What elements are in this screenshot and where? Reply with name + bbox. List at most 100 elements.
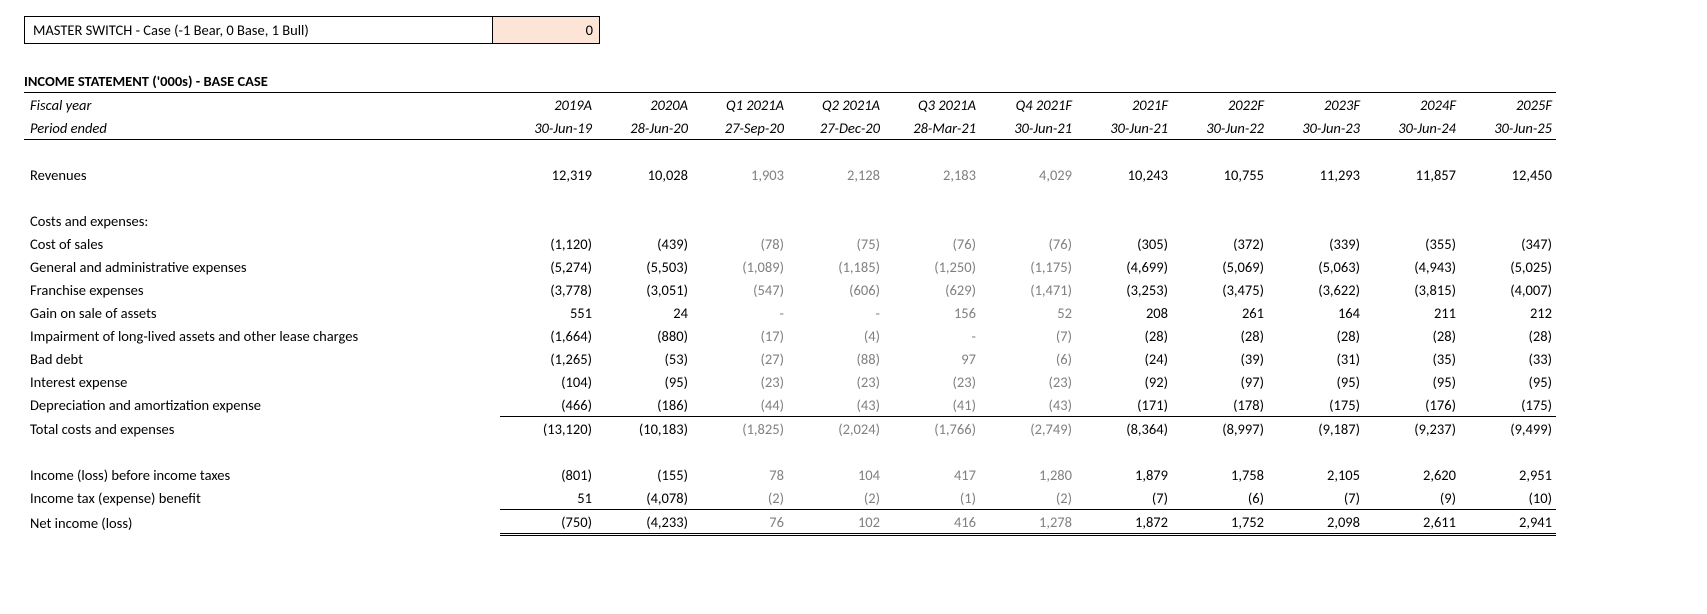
cell: 12,450: [1460, 163, 1556, 186]
cell: [1364, 209, 1460, 232]
cell: (76): [884, 232, 980, 255]
cell: 1,879: [1076, 463, 1172, 486]
cell: (4): [788, 324, 884, 347]
cell: (355): [1364, 232, 1460, 255]
cell: (3,051): [596, 278, 692, 301]
row-label: Bad debt: [24, 347, 500, 370]
cell: (5,025): [1460, 255, 1556, 278]
cell: (3,815): [1364, 278, 1460, 301]
row-label: Franchise expenses: [24, 278, 500, 301]
cell: (95): [1460, 370, 1556, 393]
cell: 551: [500, 301, 596, 324]
cell: (28): [1268, 324, 1364, 347]
cell: 30-Jun-23: [1268, 116, 1364, 140]
cell: 27-Dec-20: [788, 116, 884, 140]
spacer-cell: [1460, 140, 1556, 164]
cell: (2,749): [980, 417, 1076, 441]
cell: (39): [1172, 347, 1268, 370]
spacer-cell: [1268, 186, 1364, 209]
spacer-cell: [788, 440, 884, 463]
cell: 12,319: [500, 163, 596, 186]
cell: (178): [1172, 393, 1268, 417]
cell: 10,243: [1076, 163, 1172, 186]
income-statement-table: Fiscal year2019A2020AQ1 2021AQ2 2021AQ3 …: [24, 92, 1556, 536]
row-label: Period ended: [24, 116, 500, 140]
spacer-cell: [884, 140, 980, 164]
cell: (347): [1460, 232, 1556, 255]
cell: 52: [980, 301, 1076, 324]
spacer-cell: [596, 186, 692, 209]
cell: (801): [500, 463, 596, 486]
cell: [1172, 209, 1268, 232]
cell: (1,471): [980, 278, 1076, 301]
spacer-cell: [24, 440, 500, 463]
cell: (4,233): [596, 510, 692, 535]
cell: (1,250): [884, 255, 980, 278]
cell: (439): [596, 232, 692, 255]
cell: (23): [692, 370, 788, 393]
row-label: Total costs and expenses: [24, 417, 500, 441]
spacer-cell: [884, 186, 980, 209]
cell: 212: [1460, 301, 1556, 324]
cell: (171): [1076, 393, 1172, 417]
cell: (8,997): [1172, 417, 1268, 441]
cell: (4,699): [1076, 255, 1172, 278]
cell: Q2 2021A: [788, 93, 884, 117]
cell: (1): [884, 486, 980, 510]
cell: 76: [692, 510, 788, 535]
cell: -: [788, 301, 884, 324]
cell: 1,758: [1172, 463, 1268, 486]
cell: 2,183: [884, 163, 980, 186]
cell: Q3 2021A: [884, 93, 980, 117]
cell: 2022F: [1172, 93, 1268, 117]
cell: 2019A: [500, 93, 596, 117]
cell: (1,664): [500, 324, 596, 347]
cell: (155): [596, 463, 692, 486]
cell: (4,078): [596, 486, 692, 510]
cell: 30-Jun-21: [1076, 116, 1172, 140]
cell: (88): [788, 347, 884, 370]
cell: 27-Sep-20: [692, 116, 788, 140]
cell: 78: [692, 463, 788, 486]
spacer-cell: [1076, 440, 1172, 463]
cell: (547): [692, 278, 788, 301]
cell: (2): [788, 486, 884, 510]
row-label: Net income (loss): [24, 510, 500, 535]
cell: 1,278: [980, 510, 1076, 535]
cell: 51: [500, 486, 596, 510]
cell: (41): [884, 393, 980, 417]
cell: [1268, 209, 1364, 232]
cell: (1,089): [692, 255, 788, 278]
cell: (9,187): [1268, 417, 1364, 441]
cell: (28): [1172, 324, 1268, 347]
cell: (23): [980, 370, 1076, 393]
cell: (17): [692, 324, 788, 347]
cell: (2,024): [788, 417, 884, 441]
row-label: Gain on sale of assets: [24, 301, 500, 324]
row-label: Income tax (expense) benefit: [24, 486, 500, 510]
cell: 2,128: [788, 163, 884, 186]
cell: (7): [1268, 486, 1364, 510]
cell: 2,951: [1460, 463, 1556, 486]
master-switch-value[interactable]: 0: [492, 16, 600, 44]
cell: (75): [788, 232, 884, 255]
cell: [692, 209, 788, 232]
spacer-cell: [24, 140, 500, 164]
cell: (880): [596, 324, 692, 347]
cell: (9,237): [1364, 417, 1460, 441]
cell: (372): [1172, 232, 1268, 255]
cell: Q4 2021F: [980, 93, 1076, 117]
spacer-cell: [980, 440, 1076, 463]
cell: (5,069): [1172, 255, 1268, 278]
spacer-cell: [788, 186, 884, 209]
spacer-cell: [692, 140, 788, 164]
cell: 2,098: [1268, 510, 1364, 535]
cell: 211: [1364, 301, 1460, 324]
cell: (4,943): [1364, 255, 1460, 278]
cell: 2,105: [1268, 463, 1364, 486]
cell: (78): [692, 232, 788, 255]
master-switch-label: MASTER SWITCH - Case (-1 Bear, 0 Base, 1…: [24, 16, 492, 44]
cell: [980, 209, 1076, 232]
row-label: Revenues: [24, 163, 500, 186]
spacer-cell: [980, 140, 1076, 164]
